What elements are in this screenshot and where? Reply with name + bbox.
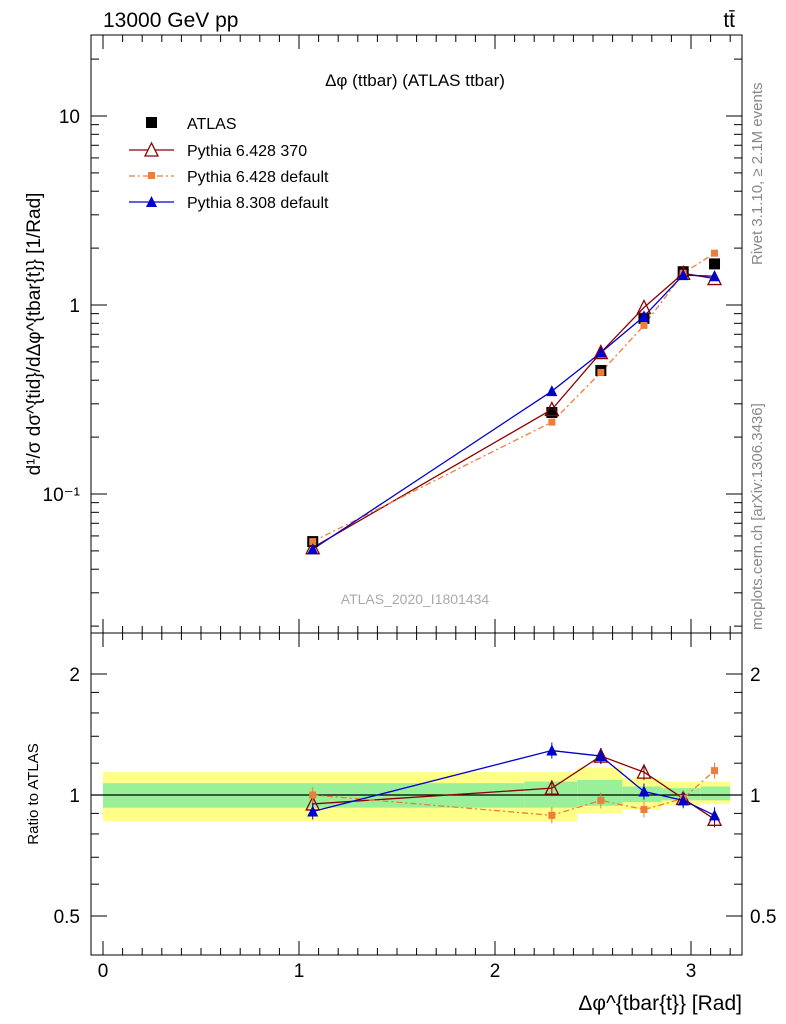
- ratio-band-green: [700, 786, 731, 801]
- ratio-y-tick-label-right-1: 1: [750, 786, 761, 807]
- ratio-point-py6_def: [309, 791, 317, 799]
- main-y-tick-label-1: 1: [69, 296, 80, 317]
- legend-label-py6-370: Pythia 6.428 370: [187, 143, 307, 160]
- ratio-y-tick-label-right-0.5: 0.5: [750, 907, 776, 928]
- ratio-point-py8: [307, 805, 319, 817]
- main-point-py6_def: [640, 321, 648, 329]
- legend-marker-py6-default: [148, 172, 155, 179]
- x-tick-label-2: 2: [490, 961, 501, 982]
- mcplots-credit: mcplots.cern.ch [arXiv:1306.3436]: [749, 403, 766, 630]
- main-point-py8: [307, 543, 319, 555]
- main-point-py6_def: [309, 538, 317, 546]
- main-point-py6_def: [711, 249, 719, 257]
- main-point-atlas: [709, 258, 721, 270]
- plot-title: Δφ (ttbar) (ATLAS ttbar): [325, 71, 505, 90]
- ratio-line-py6_def: [312, 770, 715, 817]
- header-energy: 13000 GeV pp: [103, 9, 238, 32]
- ratio-y-tick-label-2: 2: [69, 665, 80, 686]
- legend-marker-atlas: [146, 117, 157, 128]
- main-line-py6_370: [312, 272, 715, 549]
- ratio-point-py6_def: [548, 811, 556, 819]
- main-point-py6_def: [597, 368, 605, 376]
- legend-marker-py6-370: [143, 141, 160, 157]
- main-point-atlas: [546, 406, 558, 418]
- ratio-y-tick-label-0.5: 0.5: [54, 907, 80, 928]
- main-point-py8: [677, 269, 689, 281]
- analysis-watermark: ATLAS_2020_I1801434: [341, 591, 490, 607]
- x-tick-label-3: 3: [686, 961, 697, 982]
- header-process: tt̄: [723, 9, 735, 32]
- ratio-point-py8: [677, 794, 689, 806]
- x-tick-label-0: 0: [98, 961, 109, 982]
- main-point-py8: [546, 385, 558, 397]
- main-y-tick-label-10: 10: [59, 107, 80, 128]
- legend-marker-py8: [146, 196, 157, 207]
- ratio-y-tick-label-1: 1: [69, 786, 80, 807]
- ratio-point-py6_def: [711, 767, 719, 775]
- axis-ticks: [91, 35, 742, 955]
- main-line-py8: [312, 274, 715, 550]
- ratio-point-py8: [546, 744, 558, 756]
- main-line-py6_def: [312, 252, 715, 543]
- data-series: [305, 249, 723, 828]
- main-point-py8: [638, 310, 650, 322]
- ratio-point-py8: [709, 809, 721, 821]
- ratio-line-py8: [312, 749, 715, 816]
- ratio-point-py6_def: [597, 796, 605, 804]
- ratio-y-axis-label: Ratio to ATLAS: [25, 743, 42, 844]
- ratio-point-py8: [638, 785, 650, 797]
- ratio-point-py8: [595, 750, 607, 762]
- legend-label-py6-default: Pythia 6.428 default: [187, 169, 329, 186]
- main-y-axis-label: d¹/σ dσ^{tid}/dΔφ^{tbar{t}} [1/Rad]: [24, 193, 45, 476]
- main-y-tick-label-0.1: 10⁻¹: [43, 485, 81, 506]
- main-point-py8: [595, 346, 607, 358]
- ratio-y-tick-label-right-2: 2: [750, 665, 761, 686]
- legend-label-py8: Pythia 8.308 default: [187, 195, 329, 212]
- x-axis-label: Δφ^{tbar{t}} [Rad]: [578, 992, 742, 1015]
- ratio-point-py6_370: [544, 779, 560, 795]
- x-tick-label-1: 1: [294, 961, 305, 982]
- main-point-py8: [709, 270, 721, 282]
- ratio-point-py6_370: [636, 763, 652, 779]
- ratio-point-py6_def: [640, 806, 648, 814]
- legend-label-atlas: ATLAS: [187, 116, 237, 133]
- main-point-py6_def: [548, 418, 556, 426]
- main-point-py6_370: [544, 401, 560, 417]
- rivet-version: Rivet 3.1.10, ≥ 2.1M events: [749, 83, 766, 266]
- legend: ATLAS Pythia 6.428 370 Pythia 6.428 defa…: [129, 116, 329, 212]
- main-point-py6_370: [593, 344, 609, 360]
